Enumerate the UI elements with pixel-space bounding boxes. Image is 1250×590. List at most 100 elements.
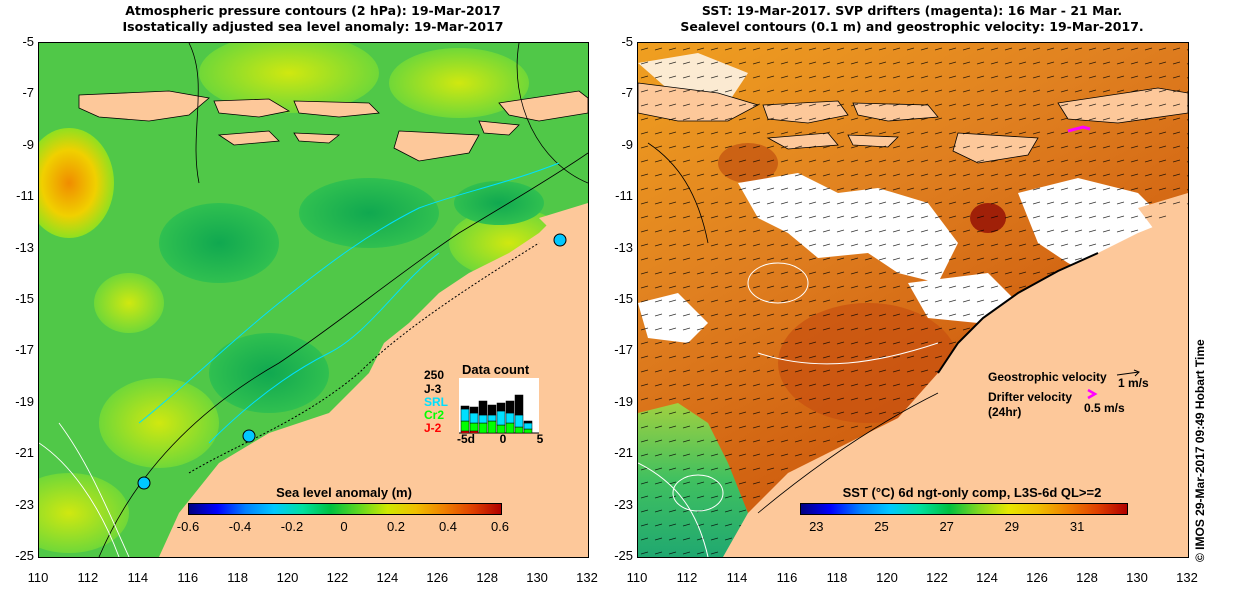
x-tick-label: 126	[426, 570, 449, 585]
sla-high-patch	[199, 43, 379, 113]
geostrophic-velocity-scale: 1 m/s	[1118, 376, 1149, 390]
data-count-bar	[514, 414, 524, 428]
x-tick-label: 132	[576, 570, 598, 585]
y-tick-label: -9	[22, 136, 34, 152]
island-landmass	[78, 90, 210, 122]
data-count-bar	[478, 422, 488, 434]
island-landmass	[293, 132, 341, 144]
sst-map-svg	[638, 43, 1188, 557]
sla-max-patch	[39, 128, 114, 238]
y-tick-label: -13	[15, 239, 34, 255]
white-contour	[58, 422, 130, 557]
colorbar-tick-label: 0.2	[386, 519, 406, 534]
x-tick-label: 122	[326, 570, 349, 585]
sla-high-patch	[389, 48, 529, 118]
y-tick-label: -19	[15, 393, 34, 409]
island-landmass	[478, 120, 520, 136]
australia-mainland	[723, 213, 1188, 557]
colorbar-tick-label: 25	[874, 519, 889, 534]
sla-low-patch	[454, 181, 544, 225]
australia-mainland	[159, 208, 588, 557]
x-tick-label: 118	[227, 570, 248, 585]
x-tick-label: 120	[876, 570, 898, 585]
drifter-track	[1067, 125, 1091, 133]
data-count-inset	[459, 378, 539, 434]
y-tick-label: -21	[614, 445, 633, 461]
sla-low-patch	[159, 203, 279, 283]
y-tick-label: -25	[15, 548, 34, 563]
x-tick-label: 118	[826, 570, 848, 585]
y-tick-label: -7	[621, 85, 633, 101]
data-count-x-label: 0	[499, 432, 507, 446]
y-tick-label: -17	[15, 342, 34, 358]
x-tick-label: 122	[926, 570, 948, 585]
sst-map	[637, 42, 1189, 558]
y-tick-label: -15	[15, 291, 34, 306]
drifter-velocity-period: (24hr)	[988, 405, 1022, 419]
colorbar-tick-label: 27	[939, 519, 954, 534]
island-landmass	[393, 130, 480, 162]
data-count-bar	[460, 405, 470, 410]
right-title-line2: Sealevel contours (0.1 m) and geostrophi…	[680, 19, 1144, 34]
y-tick-label: -13	[614, 239, 633, 255]
y-tick-label: -15	[614, 291, 633, 306]
x-tick-label: 124	[976, 570, 998, 585]
sea-level-map-svg	[39, 43, 588, 557]
sea-level-contour	[672, 474, 724, 512]
sla-colorbar	[188, 503, 502, 515]
bathymetry-contour	[138, 162, 560, 424]
imos-credit: © IMOS 29-Mar-2017 09:49 Hobart Time	[1193, 339, 1207, 562]
sea-level-map	[38, 42, 589, 558]
white-contour	[39, 442, 120, 557]
sla-low-patch	[299, 178, 439, 248]
island-landmass	[498, 90, 588, 122]
sst-colorbar	[800, 503, 1128, 515]
drifter-velocity-scale: 0.5 m/s	[1084, 401, 1125, 415]
x-tick-label: 126	[1026, 570, 1048, 585]
island-landmass	[217, 130, 280, 146]
drifter-arrow-icon	[1087, 388, 1098, 400]
left-title-line2: Isostatically adjusted sea level anomaly…	[122, 19, 504, 34]
x-tick-label: 128	[1076, 570, 1098, 585]
satellite-label: SRL	[424, 395, 448, 409]
contour-line	[757, 392, 939, 514]
colorbar-tick-label: -0.4	[228, 519, 252, 534]
x-tick-label: 112	[77, 570, 99, 585]
y-tick-label: -25	[614, 548, 633, 563]
satellite-label: Cr2	[424, 408, 445, 422]
x-tick-label: 110	[27, 570, 49, 585]
data-count-bar	[460, 408, 470, 422]
sla-colorbar-title: Sea level anomaly (m)	[276, 485, 412, 500]
sea-level-contour	[747, 262, 809, 304]
sla-high-patch	[94, 273, 164, 333]
colorbar-tick-label: -0.2	[280, 519, 304, 534]
geostrophic-velocity-field	[638, 43, 1188, 557]
y-tick-label: -7	[22, 85, 34, 101]
colorbar-tick-label: -0.6	[176, 519, 200, 534]
australia-mainland	[539, 203, 588, 238]
satellite-label: J-2	[424, 421, 442, 435]
x-tick-label: 114	[726, 570, 748, 585]
x-tick-label: 120	[276, 570, 299, 585]
data-count-bar	[505, 400, 515, 414]
pressure-contour	[188, 43, 200, 184]
shelf-edge	[188, 242, 540, 474]
y-tick-label: -11	[16, 188, 34, 204]
pressure-contour	[516, 43, 588, 184]
x-tick-label: 116	[177, 570, 199, 585]
sst-colorbar-title: SST (°C) 6d ngt-only comp, L3S-6d QL>=2	[842, 485, 1102, 500]
y-tick-label: -19	[614, 393, 633, 409]
x-tick-label: 130	[1126, 570, 1148, 585]
geostrophic-arrow-icon	[1116, 369, 1140, 377]
data-count-x-label: 5	[536, 432, 544, 446]
x-tick-label: 128	[476, 570, 499, 585]
pressure-contour	[98, 152, 588, 557]
data-count-bar	[478, 400, 488, 416]
x-tick-label: 130	[526, 570, 548, 585]
x-tick-label: 112	[676, 570, 698, 585]
data-count-bar	[523, 420, 533, 424]
data-count-bar	[469, 406, 479, 414]
colorbar-tick-label: 31	[1069, 519, 1085, 534]
satellite-label: J-3	[424, 382, 442, 396]
sea-level-contour	[757, 342, 939, 365]
